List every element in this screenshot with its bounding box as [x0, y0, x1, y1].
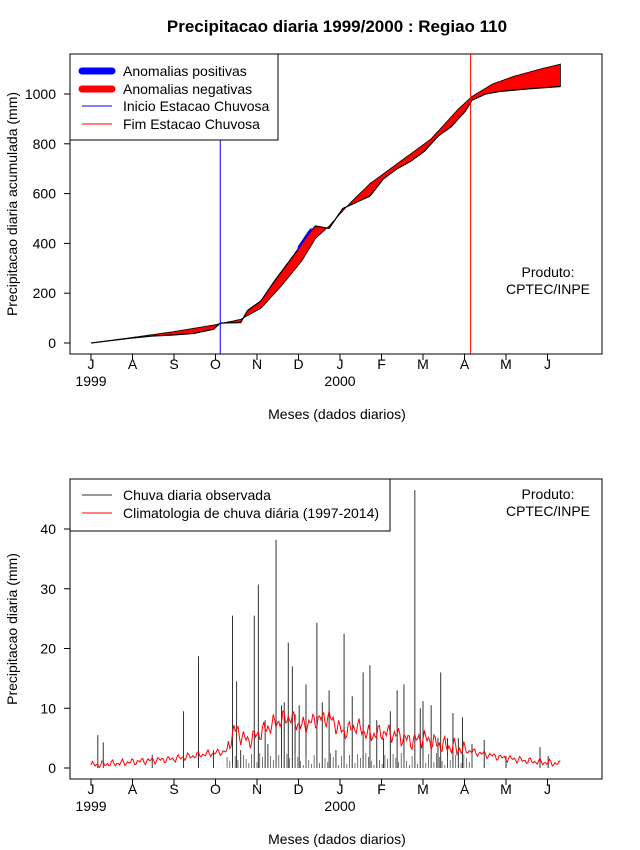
- year-label: 1999: [75, 373, 106, 389]
- year-label: 2000: [324, 373, 355, 389]
- x-tick-label: S: [169, 781, 178, 797]
- panel1-product-label: Produto:: [522, 264, 575, 280]
- x-tick-label: J: [544, 356, 551, 372]
- x-tick-label: J: [337, 356, 344, 372]
- legend-label-start: Inicio Estacao Chuvosa: [123, 98, 270, 114]
- x-tick-label: M: [417, 356, 429, 372]
- y-tick-label: 20: [40, 641, 56, 657]
- panel2-product-source: CPTEC/INPE: [506, 503, 590, 519]
- year-label: 1999: [75, 798, 106, 814]
- panel2-y-axis: 0 10 20 30 40: [40, 521, 70, 776]
- climatology-line: [90, 709, 561, 769]
- x-tick-label: M: [417, 781, 429, 797]
- x-tick-label: O: [210, 781, 221, 797]
- y-tick-label: 30: [40, 581, 56, 597]
- x-tick-label: A: [460, 781, 470, 797]
- x-tick-label: D: [293, 356, 303, 372]
- y-tick-label: 0: [48, 760, 56, 776]
- y-tick-label: 600: [33, 186, 57, 202]
- y-tick-label: 400: [33, 235, 57, 251]
- y-tick-label: 1000: [25, 86, 56, 102]
- x-tick-label: J: [88, 356, 95, 372]
- x-tick-label: J: [88, 781, 95, 797]
- chart-title: Precipitacao diaria 1999/2000 : Regiao 1…: [167, 17, 507, 36]
- legend-label-climatology: Climatologia de chuva diária (1997-2014): [123, 505, 379, 521]
- panel2-x-label: Meses (dados diarios): [268, 831, 406, 847]
- x-tick-label: M: [500, 356, 512, 372]
- legend-label-negative: Anomalias negativas: [123, 81, 252, 97]
- x-tick-label: A: [128, 356, 138, 372]
- panel2-legend-box: [69, 478, 391, 532]
- y-tick-label: 0: [48, 335, 56, 351]
- x-tick-label: D: [293, 781, 303, 797]
- positive-anomaly-area: [297, 227, 312, 251]
- panel1-x-label: Meses (dados diarios): [268, 406, 406, 422]
- observed-cumulative-line: [90, 85, 561, 344]
- year-label: 2000: [324, 798, 355, 814]
- panel1-legend: Anomalias positivas Anomalias negativas …: [69, 53, 279, 141]
- x-tick-label: F: [377, 781, 386, 797]
- legend-label-positive: Anomalias positivas: [123, 63, 247, 79]
- legend-label-observed: Chuva diaria observada: [123, 487, 271, 503]
- x-tick-label: N: [252, 356, 262, 372]
- x-tick-label: M: [500, 781, 512, 797]
- daily-rain-bars-layer: [97, 490, 549, 768]
- x-tick-label: J: [337, 781, 344, 797]
- panel2-product-label: Produto:: [522, 486, 575, 502]
- x-tick-label: S: [169, 356, 178, 372]
- y-tick-label: 800: [33, 136, 57, 152]
- y-tick-label: 10: [40, 700, 56, 716]
- panel2-y-label: Precipitacao diaria (mm): [4, 553, 20, 705]
- x-tick-label: J: [544, 781, 551, 797]
- x-tick-label: O: [210, 356, 221, 372]
- x-tick-label: F: [377, 356, 386, 372]
- y-tick-label: 40: [40, 521, 56, 537]
- panel1-product-source: CPTEC/INPE: [506, 281, 590, 297]
- panel1-y-axis: 0 200 400 600 800 1000: [25, 86, 70, 351]
- anomaly-area-layer: [90, 63, 561, 344]
- legend-label-end: Fim Estacao Chuvosa: [123, 116, 260, 132]
- y-tick-label: 200: [33, 285, 57, 301]
- x-tick-label: A: [460, 356, 470, 372]
- climatology-line-layer: [90, 709, 561, 769]
- x-tick-label: N: [252, 781, 262, 797]
- panel2-legend: Chuva diaria observada Climatologia de c…: [69, 478, 391, 532]
- panel1-y-label: Precipitacao diaria acumulada (mm): [4, 92, 20, 316]
- x-tick-label: A: [128, 781, 138, 797]
